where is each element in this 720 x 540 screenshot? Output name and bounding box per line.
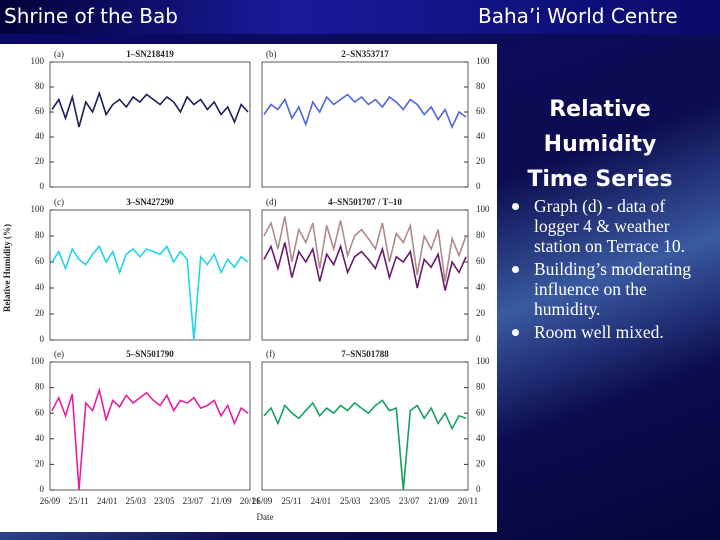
y-tick-label: 80 <box>476 382 486 392</box>
y-tick-label: 20 <box>35 156 45 166</box>
y-tick-label: 60 <box>35 256 45 266</box>
panel-title: 3–SN427290 <box>126 197 174 207</box>
header-left: Shrine of the Bab <box>4 4 178 28</box>
y-tick-label: 40 <box>476 131 486 141</box>
x-tick-label: 23/07 <box>183 496 204 506</box>
bullet-list: Graph (d) - data of logger 4 & weather s… <box>508 196 713 345</box>
x-tick-label: 23/07 <box>399 496 420 506</box>
y-tick-label: 60 <box>476 407 486 417</box>
y-tick-label: 40 <box>476 433 486 443</box>
plot-frame <box>49 209 251 341</box>
y-tick-label: 20 <box>476 156 486 166</box>
panel-label: (c) <box>54 197 64 207</box>
panel-title: 5–SN501790 <box>126 349 174 359</box>
panel-label: (d) <box>266 197 277 207</box>
x-tick-label: 20/11 <box>240 496 260 506</box>
x-tick-label: 25/11 <box>281 496 301 506</box>
y-tick-label: 60 <box>476 256 486 266</box>
y-tick-label: 60 <box>35 106 45 116</box>
x-tick-label: 26/09 <box>252 496 273 506</box>
plot-frame <box>49 361 251 491</box>
bullet: Room well mixed. <box>508 322 713 342</box>
plot-frame <box>261 209 469 341</box>
plot-frame <box>261 361 469 491</box>
slide-title: Relative Humidity Time Series <box>527 97 673 192</box>
y-tick-label: 80 <box>35 382 45 392</box>
y-tick-label: 80 <box>35 81 45 91</box>
y-tick-label: 100 <box>476 356 490 366</box>
y-tick-label: 100 <box>31 204 45 214</box>
series-line <box>263 93 467 130</box>
header-right: Baha’i World Centre <box>478 4 678 28</box>
series-line <box>51 244 249 341</box>
y-tick-label: 0 <box>40 181 45 191</box>
panel-title: 4–SN501707 / T–10 <box>328 197 402 207</box>
panel-label: (e) <box>54 349 64 359</box>
y-tick-label: 0 <box>476 484 481 494</box>
x-tick-label: 20/11 <box>458 496 478 506</box>
y-tick-label: 40 <box>35 282 45 292</box>
x-tick-label: 23/05 <box>369 496 390 506</box>
y-tick-label: 80 <box>476 230 486 240</box>
x-tick-label: 25/11 <box>68 496 88 506</box>
header-bar <box>0 0 720 34</box>
y-tick-label: 100 <box>31 56 45 66</box>
x-axis-label: Date <box>257 512 274 522</box>
x-tick-label: 21/09 <box>428 496 449 506</box>
y-tick-label: 100 <box>476 204 490 214</box>
series-line <box>51 90 249 128</box>
plot-frame <box>49 61 251 188</box>
x-tick-label: 23/05 <box>154 496 175 506</box>
panel-label: (a) <box>54 49 64 59</box>
panel-title: 1–SN218419 <box>126 49 174 59</box>
y-tick-label: 0 <box>476 181 481 191</box>
y-tick-label: 20 <box>35 458 45 468</box>
panel-title: 7–SN501788 <box>341 349 389 359</box>
x-tick-label: 25/03 <box>340 496 361 506</box>
y-tick-label: 40 <box>35 131 45 141</box>
y-tick-label: 0 <box>40 484 45 494</box>
y-tick-label: 60 <box>35 407 45 417</box>
series-line <box>263 242 467 291</box>
y-tick-label: 20 <box>35 308 45 318</box>
y-tick-label: 20 <box>476 458 486 468</box>
x-tick-label: 24/01 <box>97 496 118 506</box>
chart: Relative Humidity (%) Date 26/09 25/11 24/01… <box>2 49 490 522</box>
figure: Relative Humidity (%) Date 26/09 25/11 24/01… <box>0 44 497 532</box>
y-tick-label: 0 <box>40 334 45 344</box>
y-tick-label: 40 <box>476 282 486 292</box>
y-tick-label: 20 <box>476 308 486 318</box>
bullet: Graph (d) - data of logger 4 & weather s… <box>508 196 713 256</box>
x-tick-label: 26/09 <box>40 496 61 506</box>
x-tick-label: 25/03 <box>125 496 146 506</box>
plot-frame <box>261 61 469 188</box>
panel-title: 2–SN353717 <box>341 49 389 59</box>
y-tick-label: 80 <box>35 230 45 240</box>
y-tick-label: 40 <box>35 433 45 443</box>
y-axis-label: Relative Humidity (%) <box>2 224 12 312</box>
series-line <box>51 387 249 491</box>
x-tick-label: 21/09 <box>211 496 232 506</box>
y-tick-label: 100 <box>31 356 45 366</box>
bullet: Building’s moderating influence on the h… <box>508 259 713 319</box>
panel-label: (f) <box>266 349 275 359</box>
x-tick-label: 24/01 <box>311 496 332 506</box>
series-line <box>263 399 467 491</box>
y-tick-label: 80 <box>476 81 486 91</box>
y-tick-label: 0 <box>476 334 481 344</box>
panel-label: (b) <box>266 49 277 59</box>
series-line <box>263 216 467 282</box>
y-tick-label: 100 <box>476 56 490 66</box>
y-tick-label: 60 <box>476 106 486 116</box>
